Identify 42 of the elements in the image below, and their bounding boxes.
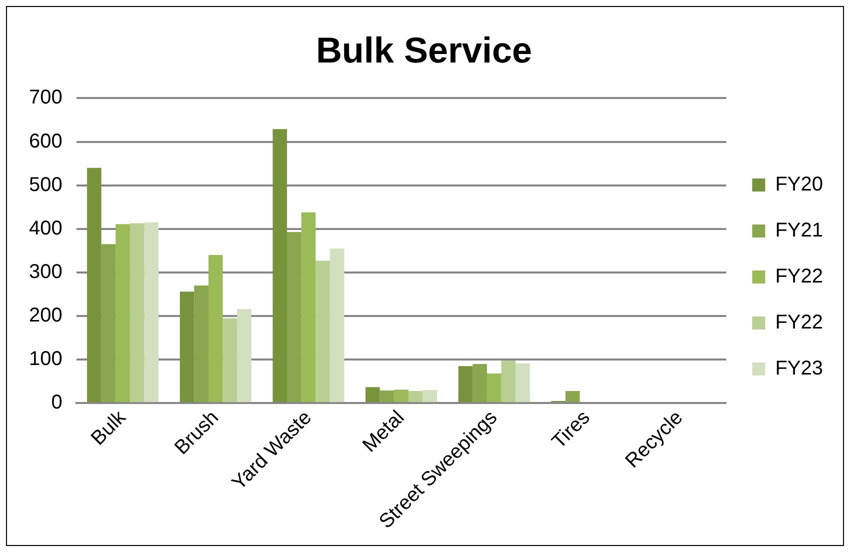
y-tick-label: 600	[28, 130, 62, 152]
bar	[272, 129, 288, 402]
y-tick-label: 300	[28, 260, 62, 283]
bar	[366, 387, 380, 402]
bar	[237, 309, 252, 402]
legend-label: FY22	[775, 312, 824, 334]
bar	[380, 390, 394, 402]
bar	[194, 286, 208, 402]
bar	[501, 360, 516, 402]
bar	[330, 248, 344, 402]
bar	[422, 390, 438, 402]
bar	[222, 318, 238, 402]
bar	[87, 168, 102, 402]
legend-label: FY22	[775, 266, 824, 288]
legend-label: FY21	[775, 220, 824, 242]
y-tick-label: 400	[28, 217, 62, 240]
bar	[566, 390, 580, 402]
bar	[180, 292, 194, 402]
bar	[130, 223, 144, 402]
legend-label: FY20	[775, 174, 824, 196]
bar	[287, 232, 302, 402]
legend-label: FY23	[775, 358, 824, 380]
bar	[116, 224, 130, 402]
bar	[144, 222, 159, 402]
x-tick-label: Bulk	[87, 406, 131, 450]
y-tick-label: 200	[28, 304, 62, 327]
chart-title: Bulk Service	[316, 30, 532, 71]
bar	[486, 374, 502, 402]
bar	[516, 364, 530, 402]
bar	[208, 255, 223, 402]
y-tick-label: 700	[28, 86, 62, 109]
bar	[301, 212, 316, 402]
bar	[472, 364, 487, 402]
bar	[316, 260, 330, 402]
x-tick-label: Tires	[548, 406, 594, 454]
bar	[394, 390, 408, 402]
bar	[408, 390, 423, 402]
y-tick-label: 100	[28, 348, 62, 370]
bar	[458, 366, 473, 402]
y-tick-label: 500	[28, 174, 62, 196]
bar	[101, 244, 116, 402]
y-tick-label: 0	[51, 392, 62, 414]
